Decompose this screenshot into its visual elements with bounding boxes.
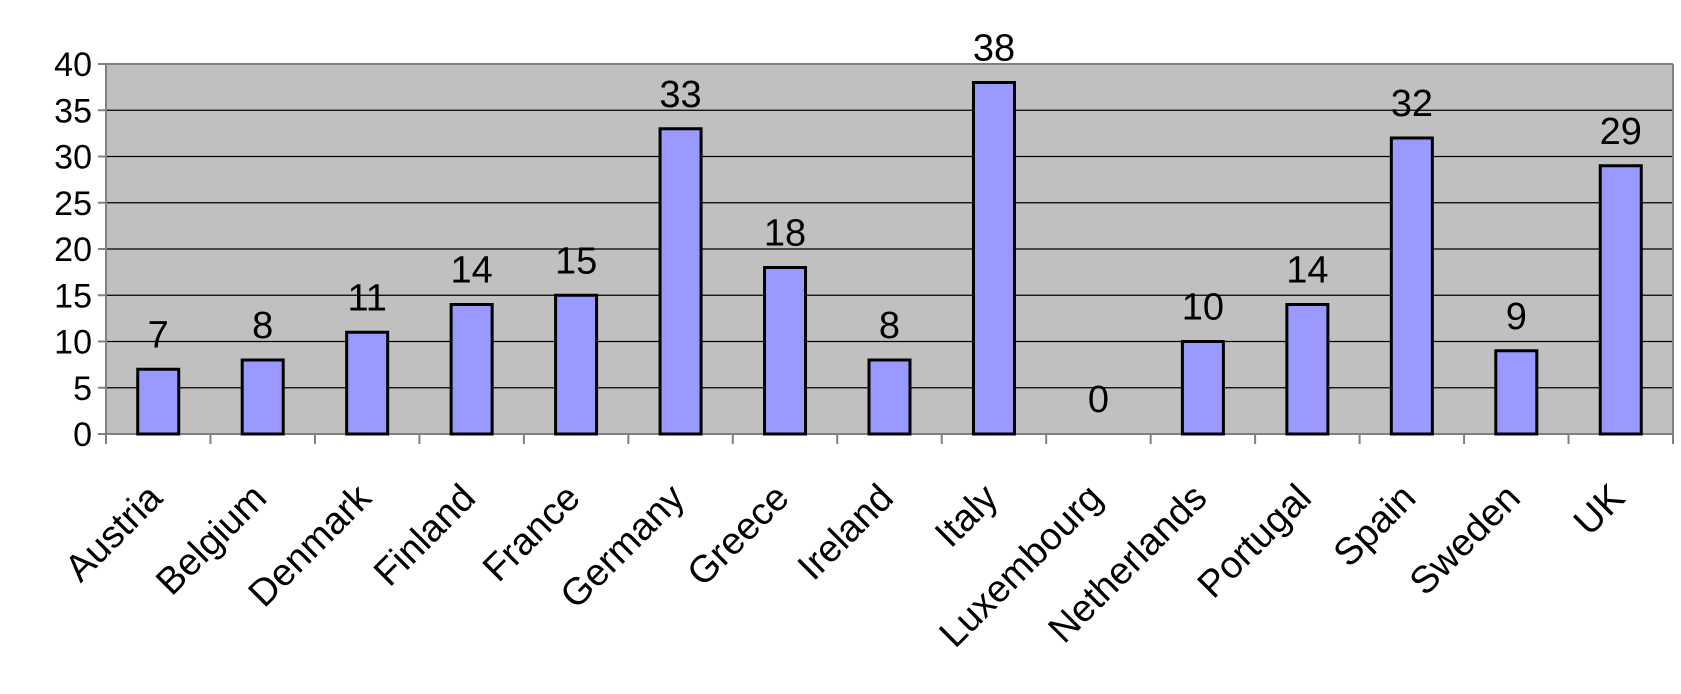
y-tick-label: 30 bbox=[54, 139, 92, 177]
y-tick-label: 5 bbox=[73, 370, 92, 408]
category-label-finland: Finland bbox=[366, 477, 484, 595]
y-tick-label: 25 bbox=[54, 185, 92, 223]
y-tick-label: 0 bbox=[73, 416, 92, 454]
y-tick-label: 35 bbox=[54, 92, 92, 130]
bar-greece bbox=[763, 266, 808, 436]
y-tick-label: 40 bbox=[54, 46, 92, 84]
category-label-italy: Italy bbox=[927, 477, 1006, 556]
data-label-belgium: 8 bbox=[252, 305, 273, 347]
bar-sweden bbox=[1494, 349, 1539, 436]
category-label-uk: UK bbox=[1566, 477, 1633, 544]
bar-austria bbox=[136, 367, 181, 436]
data-labels: 7 8 11 14 15 33 18 8 38 0 10 14 32 9 29 bbox=[148, 28, 1642, 422]
bar-uk bbox=[1598, 164, 1643, 436]
bars bbox=[136, 81, 1643, 436]
bar-france bbox=[554, 293, 599, 436]
category-labels: AustriaBelgiumDenmarkFinlandFranceGerman… bbox=[57, 476, 1633, 656]
category-label-greece: Greece bbox=[680, 477, 798, 595]
data-label-uk: 29 bbox=[1600, 111, 1642, 153]
y-tick-label: 10 bbox=[54, 324, 92, 362]
data-label-ireland: 8 bbox=[879, 305, 900, 347]
data-label-portugal: 14 bbox=[1286, 250, 1328, 292]
bar-germany bbox=[658, 127, 703, 436]
y-tick-label: 15 bbox=[54, 277, 92, 315]
bar-spain bbox=[1389, 136, 1434, 436]
y-tick-label: 20 bbox=[54, 231, 92, 269]
bar-denmark bbox=[345, 330, 390, 436]
bar-portugal bbox=[1285, 303, 1330, 436]
category-label-sweden: Sweden bbox=[1402, 477, 1529, 604]
data-label-austria: 7 bbox=[148, 314, 169, 356]
category-label-portugal: Portugal bbox=[1190, 477, 1320, 607]
data-label-greece: 18 bbox=[764, 213, 806, 255]
category-label-spain: Spain bbox=[1326, 477, 1424, 575]
data-label-france: 15 bbox=[555, 240, 597, 282]
data-label-denmark: 11 bbox=[347, 277, 386, 319]
data-label-luxembourg: 0 bbox=[1088, 379, 1109, 421]
bar-belgium bbox=[240, 358, 285, 436]
data-label-sweden: 9 bbox=[1506, 296, 1527, 338]
data-label-italy: 38 bbox=[973, 28, 1015, 70]
data-label-germany: 33 bbox=[659, 74, 701, 116]
data-label-netherlands: 10 bbox=[1182, 287, 1224, 329]
bar-italy bbox=[971, 81, 1016, 436]
data-label-finland: 14 bbox=[450, 250, 492, 292]
data-label-spain: 32 bbox=[1391, 83, 1433, 125]
bar-ireland bbox=[867, 358, 912, 436]
bar-netherlands bbox=[1180, 340, 1225, 436]
bar-finland bbox=[449, 303, 494, 436]
category-label-ireland: Ireland bbox=[790, 477, 902, 589]
